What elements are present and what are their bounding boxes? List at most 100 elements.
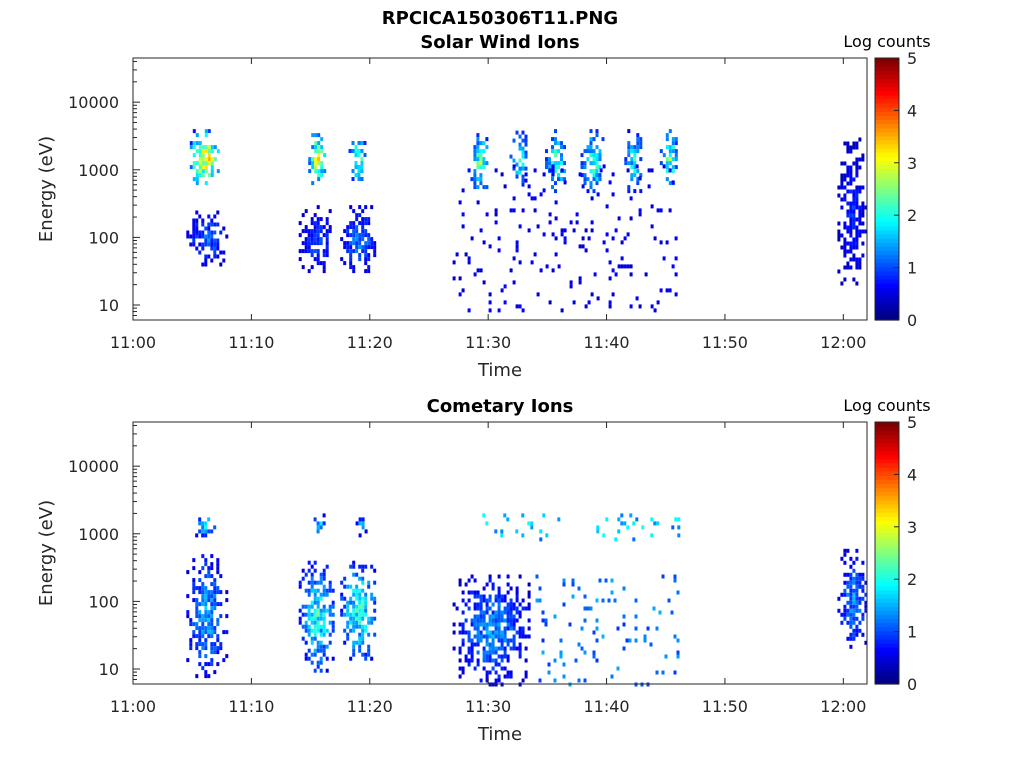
spectrogram-cell [527, 184, 531, 189]
spectrogram-cell [458, 666, 462, 671]
colorbar-segment [875, 234, 899, 239]
spectrogram-cell [563, 161, 566, 166]
spectrogram-cell [210, 165, 214, 170]
colorbar-segment [875, 495, 899, 501]
spectrogram-cell [858, 584, 862, 589]
colorbar-segment [875, 90, 899, 96]
spectrogram-cell [461, 638, 465, 643]
spectrogram-cell [204, 133, 208, 138]
spectrogram-cell [219, 230, 223, 235]
spectrogram-cell [225, 598, 229, 603]
spectrogram-cell [195, 230, 199, 235]
spectrogram-cell [595, 161, 599, 166]
spectrogram-cell [846, 600, 850, 605]
spectrogram-cell [201, 618, 205, 623]
spectrogram-cell [192, 161, 196, 166]
spectrogram-cell [301, 265, 305, 270]
spectrogram-cell [343, 576, 347, 581]
spectrogram-cell [494, 658, 498, 663]
spectrogram-cell [319, 237, 323, 242]
spectrogram-cell [639, 173, 643, 178]
spectrogram-cell [562, 602, 566, 607]
spectrogram-cell [316, 237, 320, 242]
spectrogram-cell [473, 272, 477, 277]
spectrogram-cell [189, 145, 193, 150]
spectrogram-cell [216, 662, 220, 667]
spectrogram-cell [213, 642, 217, 647]
spectrogram-cell [849, 604, 853, 609]
spectrogram-cell [204, 529, 208, 534]
spectrogram-cell [198, 626, 202, 631]
spectrogram-cell [467, 658, 471, 663]
spectrogram-cell [846, 189, 850, 194]
spectrogram-cell [355, 640, 359, 645]
spectrogram-cell [464, 252, 468, 257]
spectrogram-cell [521, 130, 525, 135]
spectrogram-cell [656, 300, 660, 305]
spectrogram-cell [216, 238, 220, 243]
spectrogram-cell [610, 578, 614, 583]
spectrogram-cell [186, 234, 190, 239]
spectrogram-cell [849, 576, 853, 581]
spectrogram-cell [518, 614, 522, 619]
spectrogram-cell [225, 614, 229, 619]
spectrogram-cell [497, 622, 501, 627]
spectrogram-cell [849, 213, 853, 218]
spectrogram-cell [840, 245, 844, 250]
spectrogram-cell [198, 586, 202, 591]
spectrogram-cell [557, 141, 560, 146]
spectrogram-cell [458, 276, 462, 281]
colorbar-segment [875, 115, 899, 120]
spectrogram-cell [861, 221, 865, 226]
spectrogram-cell [216, 566, 220, 571]
spectrogram-cell [361, 596, 365, 601]
spectrogram-cell [846, 592, 850, 597]
spectrogram-cell [325, 221, 329, 226]
spectrogram-cell [198, 602, 202, 607]
spectrogram-cell [313, 620, 317, 625]
spectrogram-cell [310, 237, 314, 242]
spectrogram-cell [665, 133, 669, 138]
spectrogram-cell [575, 220, 579, 225]
spectrogram-cell [351, 177, 355, 181]
spectrogram-cell [373, 241, 377, 246]
spectrogram-cell [512, 626, 516, 631]
spectrogram-cell [343, 596, 347, 601]
spectrogram-cell [458, 674, 462, 679]
spectrogram-cell [349, 656, 353, 661]
spectrogram-cell [849, 556, 853, 561]
spectrogram-cell [201, 230, 205, 235]
spectrogram-cell [313, 612, 317, 617]
spectrogram-cell [473, 181, 477, 186]
colorbar-segment [875, 561, 899, 566]
spectrogram-cell [361, 580, 365, 585]
spectrogram-cell [358, 205, 362, 210]
spectrogram-cell [367, 217, 371, 222]
spectrogram-cell [488, 574, 492, 579]
spectrogram-cell [500, 598, 504, 603]
spectrogram-cell [837, 193, 841, 198]
spectrogram-cell [846, 572, 850, 577]
colorbar-segment [875, 553, 899, 558]
spectrogram-cell [545, 165, 548, 170]
colorbar-segment [875, 250, 899, 256]
colorbar-segment [875, 168, 899, 174]
spectrogram-cell [515, 240, 519, 245]
spectrogram-cell [665, 157, 669, 162]
spectrogram-cell [313, 213, 317, 218]
spectrogram-cell [636, 145, 640, 150]
spectrogram-cell [622, 586, 626, 591]
spectrogram-cell [198, 149, 202, 154]
spectrogram-cell [562, 674, 566, 679]
spectrogram-cell [855, 624, 859, 629]
spectrogram-cell [673, 670, 677, 675]
spectrogram-cell [467, 662, 471, 667]
spectrogram-cell [198, 145, 202, 150]
spectrogram-cell [301, 241, 305, 246]
colorbar-segment [875, 262, 899, 268]
spectrogram-cell [521, 162, 525, 167]
spectrogram-cell [503, 300, 507, 305]
spectrogram-cell [317, 161, 321, 166]
colorbar-segment [875, 532, 899, 538]
spectrogram-cell [611, 172, 615, 177]
